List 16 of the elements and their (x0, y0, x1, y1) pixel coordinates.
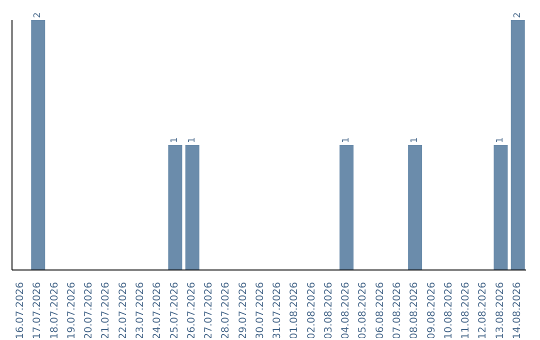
data-label: 1 (187, 137, 198, 143)
data-label: 2 (512, 12, 523, 18)
x-tick-label: 14.08.2026 (512, 282, 523, 340)
data-label: 1 (496, 137, 506, 143)
data-label: 2 (33, 12, 44, 18)
data-label: 1 (410, 137, 420, 143)
x-tick-label: 17.07.2026 (32, 282, 44, 340)
x-tick-label: 13.08.2026 (494, 282, 506, 340)
x-tick-label: 19.07.2026 (66, 282, 78, 340)
x-tick-label: 10.08.2026 (443, 282, 454, 340)
x-tick-label: 16.07.2026 (15, 282, 26, 340)
x-tick-label: 11.08.2026 (460, 282, 472, 340)
data-label: 1 (342, 137, 352, 143)
x-tick-label: 18.07.2026 (49, 282, 60, 340)
data-label: 1 (170, 137, 180, 143)
x-tick-label: 12.08.2026 (478, 282, 489, 340)
